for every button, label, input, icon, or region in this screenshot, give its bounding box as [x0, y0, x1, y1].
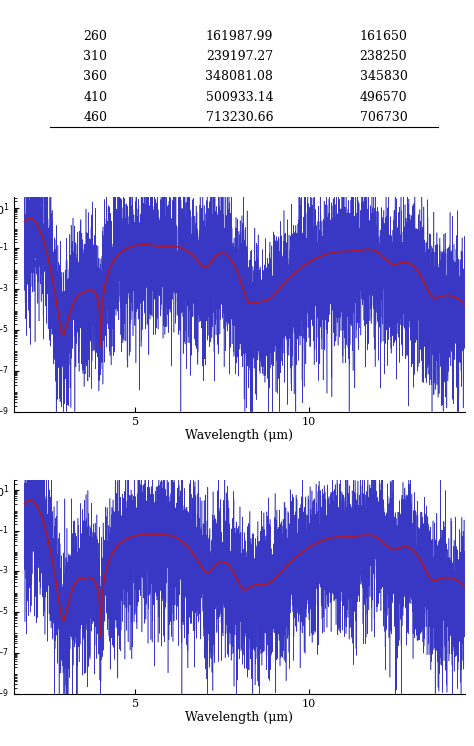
Text: 345830: 345830 — [359, 70, 408, 84]
Text: 500933.14: 500933.14 — [206, 91, 273, 104]
Text: 706730: 706730 — [360, 111, 407, 124]
Text: 496570: 496570 — [360, 91, 407, 104]
Text: 460: 460 — [83, 111, 107, 124]
Text: 161650: 161650 — [359, 30, 408, 43]
X-axis label: Wavelength (μm): Wavelength (μm) — [185, 429, 293, 442]
Text: 239197.27: 239197.27 — [206, 50, 273, 63]
Text: 713230.66: 713230.66 — [206, 111, 273, 124]
Text: 260: 260 — [83, 30, 107, 43]
Text: 238250: 238250 — [360, 50, 407, 63]
Text: 348081.08: 348081.08 — [205, 70, 273, 84]
Text: 410: 410 — [83, 91, 107, 104]
X-axis label: Wavelength (μm): Wavelength (μm) — [185, 712, 293, 724]
Text: 310: 310 — [83, 50, 107, 63]
Text: 161987.99: 161987.99 — [206, 30, 273, 43]
Text: 360: 360 — [83, 70, 107, 84]
